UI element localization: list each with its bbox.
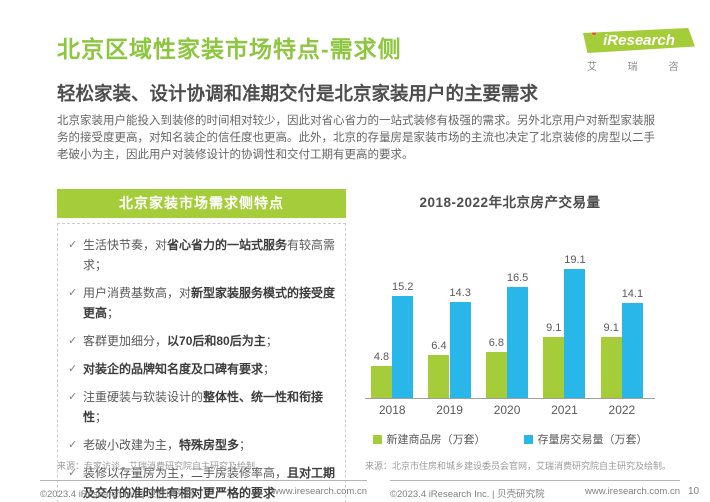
x-axis-tick-label: 2018 xyxy=(378,403,406,417)
bar xyxy=(428,354,450,398)
slide-subtitle: 轻松家装、设计协调和准期交付是北京家装用户的主要需求 xyxy=(57,83,539,104)
iresearch-logo: iResearch 艾 瑞 咨 询 xyxy=(583,28,710,73)
bar-value-label: 9.1 xyxy=(603,321,619,334)
demand-feature-panel: 北京家装市场需求侧特点 ✓ 生活快节奏，对省心省力的一站式服务有较高需求； ✓ 用户消… xyxy=(57,189,346,502)
panel-header: 北京家装市场需求侧特点 xyxy=(57,189,346,218)
legend-label: 存量房交易量（万套） xyxy=(537,434,648,446)
chart-legend: 新建商品房（万套） 存量房交易量（万套） xyxy=(365,431,655,447)
footer-copyright: ©2023.4 iResearch Inc. | 贝壳研究院 xyxy=(390,489,545,500)
bar-value-label: 16.5 xyxy=(506,271,529,284)
x-axis-tick-label: 2022 xyxy=(608,403,636,417)
check-icon: ✓ xyxy=(68,363,78,375)
panel-checklist-item: ✓ 客群更加细分，以70后和80后为主； xyxy=(66,331,337,351)
bar-wrap: 6.8 xyxy=(485,337,507,398)
footer-copyright: ©2023.4 iResearch Inc. | 贝壳研究院 xyxy=(40,489,195,500)
bar xyxy=(564,269,586,398)
check-icon: ✓ xyxy=(68,239,78,251)
panel-checklist-item: ✓ 老破小改建为主，特殊房型多； xyxy=(66,435,337,455)
bar-wrap: 16.5 xyxy=(507,272,528,398)
bar-wrap: 19.1 xyxy=(564,254,586,398)
bar-value-label: 14.1 xyxy=(621,287,644,300)
bar-value-label: 6.8 xyxy=(488,337,504,350)
legend-label: 新建商品房（万套） xyxy=(386,434,486,446)
bar xyxy=(600,336,622,398)
footer-left: ©2023.4 iResearch Inc. | 贝壳研究院 www.irese… xyxy=(40,480,367,500)
x-axis-tick-label: 2020 xyxy=(493,403,521,417)
chart-bar-group: 6.4 14.3 2019 xyxy=(428,286,471,417)
bar-wrap: 4.8 xyxy=(371,351,392,398)
bar-chart-block: 2018-2022年北京房产交易量 4.8 15.2 2018 6.4 14.3 2019… xyxy=(365,191,655,447)
bar-value-label: 15.2 xyxy=(392,280,414,293)
bar-wrap: 6.4 xyxy=(428,339,450,398)
x-axis-tick-label: 2021 xyxy=(551,403,578,417)
panel-checklist-item: ✓ 生活快节奏，对省心省力的一站式服务有较高需求； xyxy=(66,235,337,275)
bar-value-label: 9.1 xyxy=(546,321,562,334)
bar xyxy=(371,365,392,398)
legend-entry: 新建商品房（万套） xyxy=(372,431,486,447)
panel-checklist-item: ✓ 装修以存量房为主，二手房装修率高，且对工期及交付的准时性有相对更严格的要求 xyxy=(66,463,337,502)
chart-bar-group: 4.8 15.2 2018 xyxy=(371,280,414,417)
logo-subtext: 艾 瑞 咨 询 xyxy=(587,62,710,73)
footer-website: www.iresearch.com.cn xyxy=(271,486,367,497)
panel-checklist-item: ✓ 注重硬装与软装设计的整体性、统一性和衔接性； xyxy=(66,387,337,427)
chart-title: 2018-2022年北京房产交易量 xyxy=(419,195,601,210)
bar-wrap: 15.2 xyxy=(392,280,414,398)
slide-body-paragraph: 北京家装用户能投入到装修的时间相对较少，因此对省心省力的一站式装修有极强的需求。… xyxy=(57,115,655,161)
chart-bar-group: 6.8 16.5 2020 xyxy=(485,272,528,417)
panel-checklist-item: ✓ 对装企的品牌知名度及口碑有要求； xyxy=(66,359,337,379)
bar xyxy=(543,336,565,398)
panel-checklist: ✓ 生活快节奏，对省心省力的一站式服务有较高需求； ✓ 用户消费基数高，对新型家装服务… xyxy=(57,223,346,502)
bar xyxy=(621,302,643,398)
bar-value-label: 4.8 xyxy=(373,350,390,363)
legend-swatch-icon xyxy=(523,434,533,444)
page-number: 10 xyxy=(688,486,700,497)
check-icon: ✓ xyxy=(68,467,78,479)
bar-wrap: 9.1 xyxy=(600,321,622,398)
bar-wrap: 9.1 xyxy=(543,321,565,398)
bar xyxy=(392,295,414,398)
footer-right: ©2023.4 iResearch Inc. | 贝壳研究院 www.irese… xyxy=(390,480,680,500)
source-note-left: 来源：专家访谈，艾瑞消费研究院自主研究及绘制。 xyxy=(57,461,265,471)
check-icon: ✓ xyxy=(68,391,78,403)
bar-value-label: 19.1 xyxy=(564,254,586,267)
panel-checklist-item: ✓ 用户消费基数高，对新型家装服务模式的接受度更高； xyxy=(66,283,337,323)
check-icon: ✓ xyxy=(68,439,78,451)
bar xyxy=(485,352,507,398)
bar xyxy=(449,301,471,398)
footer-website: www.iresearch.com.cn xyxy=(584,486,680,497)
x-axis-tick-label: 2019 xyxy=(436,403,463,417)
bar-value-label: 14.3 xyxy=(449,286,471,299)
logo-brand-text: iResearch xyxy=(603,32,675,49)
chart-plot: 4.8 15.2 2018 6.4 14.3 2019 6.8 16.5 2020 9.1 19.1… xyxy=(365,239,655,417)
chart-bar-group: 9.1 19.1 2021 xyxy=(543,254,586,417)
legend-entry: 存量房交易量（万套） xyxy=(523,431,648,447)
check-icon: ✓ xyxy=(68,335,78,347)
bar-wrap: 14.1 xyxy=(622,288,643,398)
page-title: 北京区域性家装市场特点-需求侧 xyxy=(57,36,402,62)
check-icon: ✓ xyxy=(68,287,78,299)
logo-badge: iResearch xyxy=(583,28,695,53)
bar-value-label: 6.4 xyxy=(431,339,447,352)
source-note-right: 来源：北京市住房和城乡建设委员会官网，艾瑞消费研究院自主研究及绘制。 xyxy=(365,461,672,471)
chart-bar-group: 9.1 14.1 2022 xyxy=(600,288,643,417)
bar-wrap: 14.3 xyxy=(449,286,471,398)
bar xyxy=(507,286,529,398)
logo-i-dot-icon xyxy=(592,31,596,35)
legend-swatch-icon xyxy=(372,434,382,444)
